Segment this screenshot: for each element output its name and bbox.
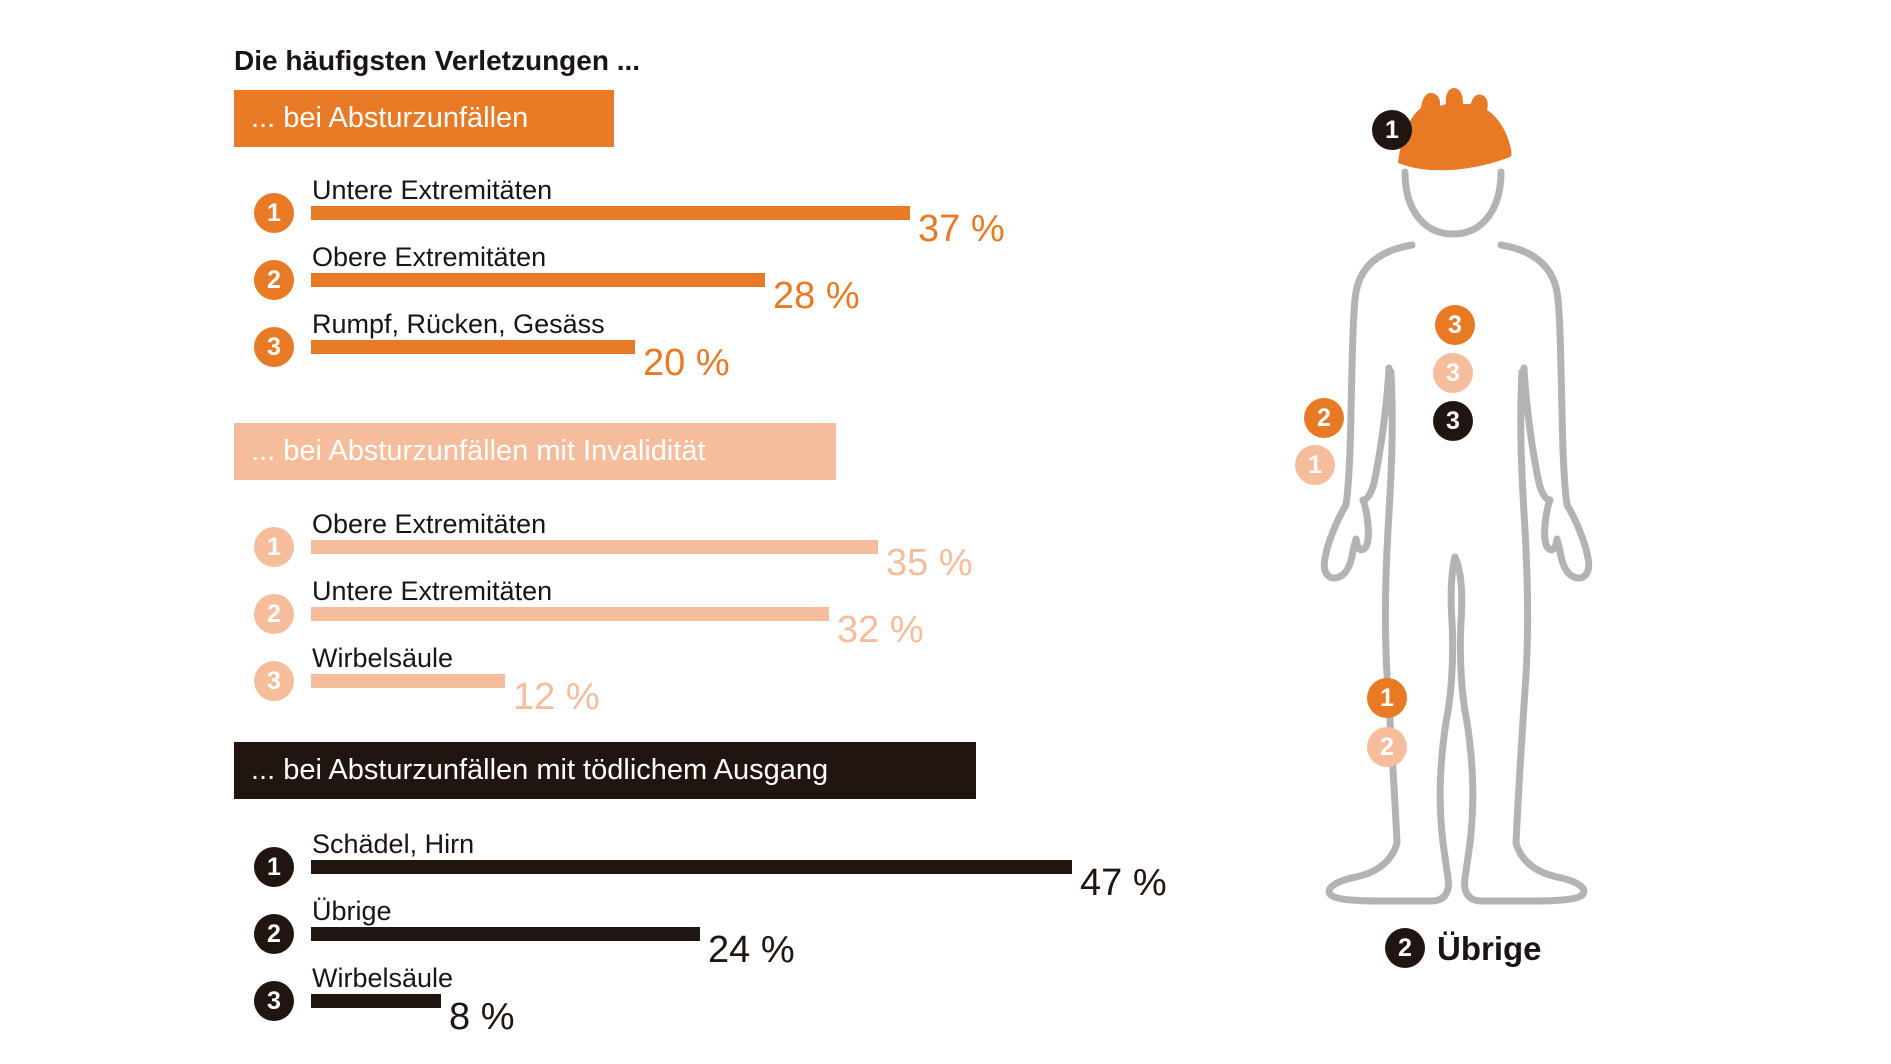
bar-category-label: Schädel, Hirn — [312, 829, 475, 859]
bar — [311, 340, 635, 354]
body-marker-torso-fatal: 3 — [1433, 401, 1473, 441]
bar-category-label: Obere Extremitäten — [312, 509, 547, 539]
rank-badge: 3 — [254, 661, 294, 701]
body-marker-leg-falls: 1 — [1367, 678, 1407, 718]
bar — [311, 674, 505, 688]
bar-value-label: 20 % — [643, 342, 730, 384]
bar-category-label: Rumpf, Rücken, Gesäss — [312, 309, 605, 339]
bar-category-label: Obere Extremitäten — [312, 242, 547, 272]
section-header-invalidity: ... bei Absturzunfällen mit Invalidität — [234, 423, 836, 480]
bar — [311, 206, 910, 220]
bar-category-label: Untere Extremitäten — [312, 175, 553, 205]
bar-category-label: Übrige — [312, 896, 392, 926]
body-marker-torso-invalidity: 3 — [1433, 353, 1473, 393]
bar — [311, 860, 1072, 874]
bar-value-label: 12 % — [513, 676, 600, 718]
bar-category-label: Untere Extremitäten — [312, 576, 553, 606]
bar-category-label: Wirbelsäule — [312, 643, 454, 673]
rank-badge: 1 — [254, 847, 294, 887]
bar-category-label: Wirbelsäule — [312, 963, 454, 993]
section-header-fatal: ... bei Absturzunfällen mit tödlichem Au… — [234, 742, 976, 799]
person-outline — [1320, 88, 1593, 905]
body-marker-arm-invalidity: 1 — [1295, 445, 1335, 485]
bar-value-label: 37 % — [918, 208, 1005, 250]
bar — [311, 927, 700, 941]
face-outline — [1401, 168, 1505, 238]
body-marker-torso-falls: 3 — [1435, 305, 1475, 345]
bar — [311, 273, 765, 287]
rank-badge: 2 — [254, 260, 294, 300]
bar-value-label: 24 % — [708, 929, 795, 971]
rank-badge: 2 — [254, 914, 294, 954]
bar-value-label: 8 % — [449, 996, 515, 1038]
legend-label: Übrige — [1437, 930, 1542, 967]
section-header-falls: ... bei Absturzunfällen — [234, 90, 614, 147]
body-marker-leg-invalidity: 2 — [1367, 727, 1407, 767]
rank-badge: 1 — [254, 193, 294, 233]
bar-value-label: 28 % — [773, 275, 860, 317]
rank-badge: 2 — [254, 594, 294, 634]
rank-badge: 3 — [254, 981, 294, 1021]
bar-value-label: 32 % — [837, 609, 924, 651]
body-marker-head-fatal: 1 — [1372, 110, 1412, 150]
rank-badge: 1 — [254, 527, 294, 567]
rank-badge: 3 — [254, 327, 294, 367]
legend-rank-badge: 2 — [1385, 928, 1425, 968]
bar — [311, 607, 829, 621]
bar-value-label: 35 % — [886, 542, 973, 584]
bar — [311, 994, 441, 1008]
page-title: Die häufigsten Verletzungen ... — [234, 45, 641, 76]
bar-value-label: 47 % — [1080, 862, 1167, 904]
helmet-icon — [1398, 88, 1512, 171]
bar — [311, 540, 878, 554]
body-marker-arm-falls: 2 — [1304, 398, 1344, 438]
